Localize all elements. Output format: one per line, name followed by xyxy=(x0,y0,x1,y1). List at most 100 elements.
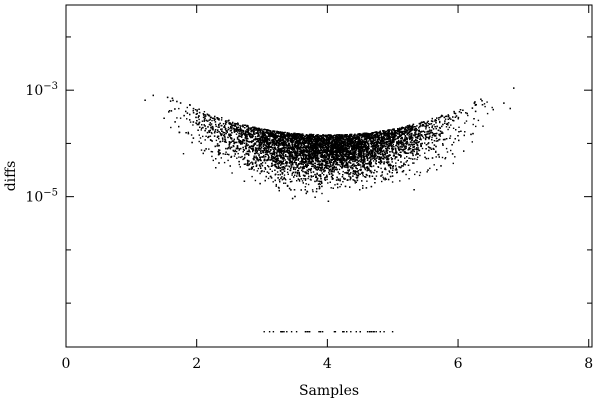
scatter-point xyxy=(355,134,358,136)
scatter-point xyxy=(353,158,356,160)
scatter-point xyxy=(445,123,448,125)
scatter-point xyxy=(295,144,298,146)
scatter-point xyxy=(332,166,335,169)
scatter-point xyxy=(326,155,328,158)
scatter-point xyxy=(317,157,319,160)
scatter-point xyxy=(342,170,344,173)
scatter-point xyxy=(258,144,260,146)
scatter-point xyxy=(258,154,260,156)
scatter-point xyxy=(357,133,359,135)
scatter-point xyxy=(429,129,431,131)
scatter-point xyxy=(425,128,427,130)
scatter-point xyxy=(393,146,395,148)
scatter-point xyxy=(223,161,226,164)
scatter-point xyxy=(416,143,419,146)
scatter-point xyxy=(387,155,389,157)
scatter-point xyxy=(427,143,429,145)
scatter-point xyxy=(245,145,247,147)
scatter-point xyxy=(391,158,393,161)
scatter-point xyxy=(320,180,323,182)
scatter-point xyxy=(272,157,274,159)
scatter-point xyxy=(400,145,402,148)
scatter-point xyxy=(331,166,334,168)
scatter-point xyxy=(383,178,385,180)
scatter-point xyxy=(261,135,263,137)
scatter-point xyxy=(339,165,342,168)
scatter-point xyxy=(421,147,424,150)
scatter-point xyxy=(278,138,280,140)
scatter-point xyxy=(337,158,339,161)
scatter-point xyxy=(418,174,421,177)
scatter-point xyxy=(364,176,366,178)
scatter-point xyxy=(382,176,384,179)
scatter-point xyxy=(245,133,247,135)
scatter-point xyxy=(253,169,255,171)
scatter-point xyxy=(344,153,347,155)
scatter-point xyxy=(447,124,449,126)
scatter-point xyxy=(417,147,420,149)
scatter-point xyxy=(305,147,307,150)
scatter-point xyxy=(395,162,397,164)
scatter-point xyxy=(277,151,279,153)
scatter-point xyxy=(291,148,294,150)
scatter-point xyxy=(291,153,293,155)
scatter-point xyxy=(304,179,307,181)
scatter-point xyxy=(370,169,372,172)
scatter-point xyxy=(254,179,257,182)
scatter-point xyxy=(422,137,425,139)
scatter-point xyxy=(419,171,422,174)
scatter-point xyxy=(304,186,307,188)
scatter-point xyxy=(387,156,389,158)
scatter-point xyxy=(380,134,382,136)
scatter-point xyxy=(419,154,421,157)
scatter-point xyxy=(396,130,398,132)
scatter-point xyxy=(291,172,293,175)
scatter-point xyxy=(377,145,380,148)
scatter-point xyxy=(223,134,226,136)
scatter-point xyxy=(282,144,284,146)
scatter-point xyxy=(389,166,392,168)
scatter-point xyxy=(302,134,305,136)
scatter-point xyxy=(274,135,276,138)
scatter-point xyxy=(322,157,325,159)
scatter-point xyxy=(376,149,379,152)
data-points xyxy=(144,87,515,333)
scatter-point xyxy=(196,109,198,111)
scatter-point xyxy=(290,148,293,151)
scatter-point xyxy=(368,150,371,153)
scatter-point xyxy=(362,171,364,174)
scatter-point xyxy=(291,156,293,159)
scatter-point xyxy=(386,140,388,143)
scatter-point xyxy=(433,140,436,142)
scatter-point xyxy=(447,128,449,131)
scatter-point xyxy=(408,178,410,180)
scatter-point xyxy=(270,154,273,157)
scatter-point xyxy=(245,130,247,132)
scatter-point xyxy=(265,149,268,151)
scatter-point xyxy=(339,178,341,180)
scatter-point xyxy=(416,171,418,173)
scatter-point xyxy=(243,132,245,134)
scatter-point xyxy=(368,140,370,142)
scatter-point xyxy=(408,134,410,136)
scatter-point xyxy=(364,168,367,171)
scatter-point xyxy=(452,162,454,165)
scatter-point xyxy=(229,135,231,138)
scatter-point xyxy=(425,126,427,128)
scatter-point xyxy=(236,157,238,159)
scatter-point xyxy=(444,157,447,159)
scatter-point xyxy=(285,179,287,181)
scatter-point xyxy=(385,136,388,138)
scatter-point xyxy=(364,167,366,170)
scatter-point xyxy=(220,133,222,136)
scatter-point xyxy=(231,172,233,174)
scatter-point xyxy=(186,118,188,120)
scatter-point xyxy=(381,151,383,153)
scatter-point xyxy=(233,145,235,148)
scatter-point xyxy=(262,151,264,153)
scatter-point xyxy=(318,157,320,159)
scatter-point xyxy=(288,165,290,167)
scatter-point xyxy=(210,150,212,153)
scatter-point xyxy=(439,121,441,124)
scatter-point xyxy=(336,159,339,162)
